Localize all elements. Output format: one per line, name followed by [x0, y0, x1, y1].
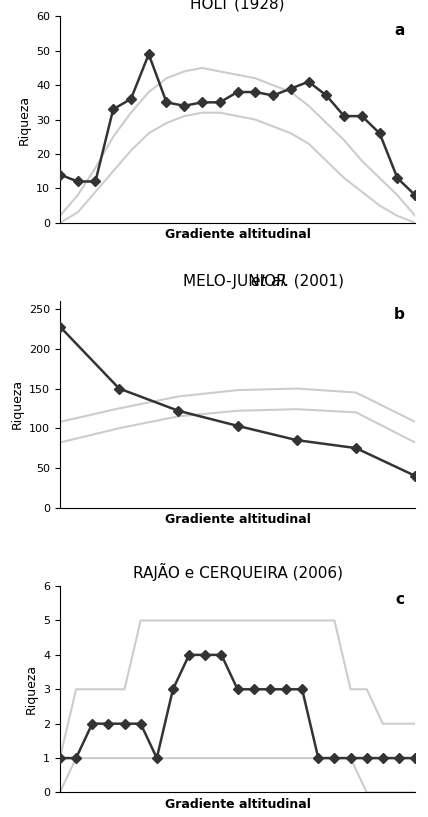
- Title: RAJÃO e CERQUEIRA (2006): RAJÃO e CERQUEIRA (2006): [133, 563, 342, 581]
- Text: a: a: [394, 23, 404, 38]
- Text: et al: et al: [251, 274, 285, 289]
- Y-axis label: Riqueza: Riqueza: [11, 379, 24, 430]
- X-axis label: Gradiente altitudinal: Gradiente altitudinal: [165, 513, 310, 526]
- Text: c: c: [395, 592, 404, 607]
- Title: HOLT (1928): HOLT (1928): [190, 0, 285, 11]
- Text: b: b: [394, 307, 404, 323]
- Y-axis label: Riqueza: Riqueza: [18, 95, 30, 145]
- Y-axis label: Riqueza: Riqueza: [24, 664, 38, 714]
- Text: . (2001): . (2001): [284, 274, 344, 289]
- Text: MELO-JUNIOR: MELO-JUNIOR: [183, 274, 292, 289]
- X-axis label: Gradiente altitudinal: Gradiente altitudinal: [165, 798, 310, 811]
- X-axis label: Gradiente altitudinal: Gradiente altitudinal: [165, 228, 310, 241]
